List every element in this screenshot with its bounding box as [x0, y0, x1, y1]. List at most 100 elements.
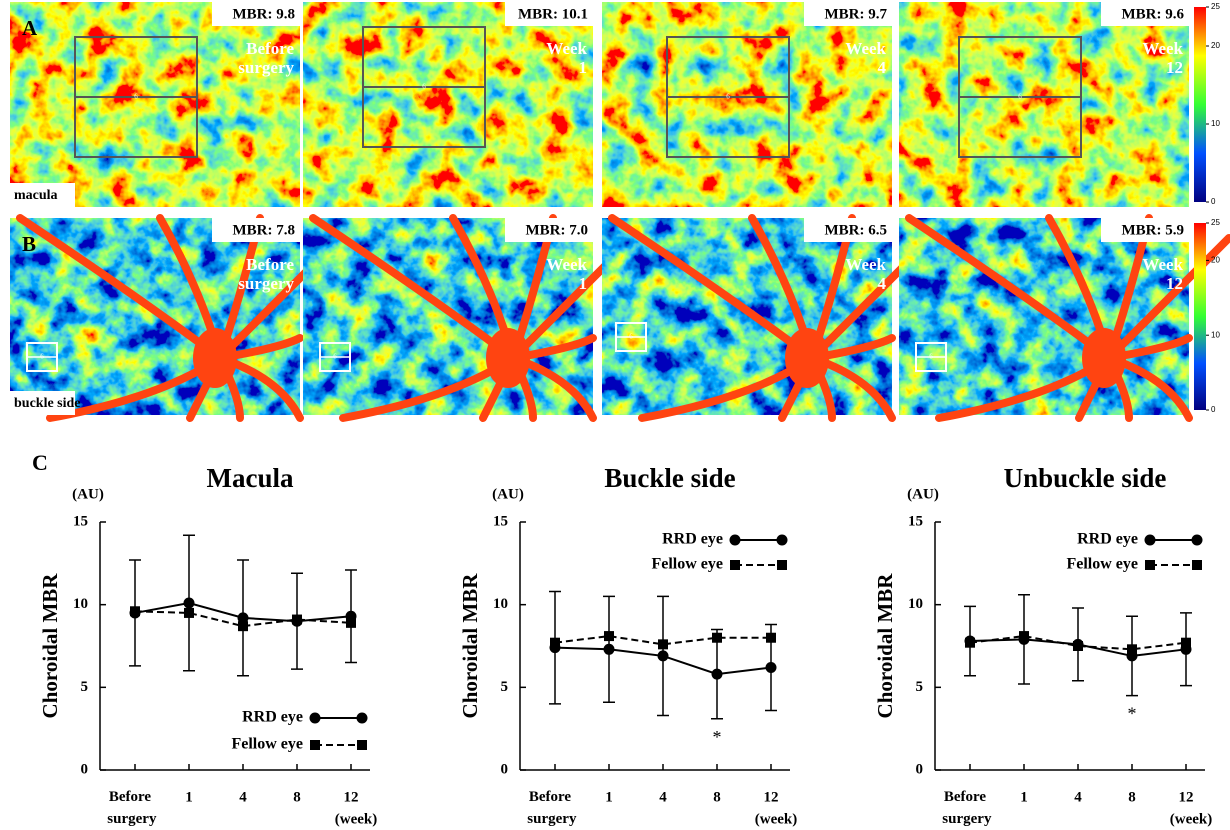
colorbar [1194, 223, 1206, 410]
x-tick-label: 12 [1179, 789, 1194, 805]
legend-marker [777, 560, 787, 570]
panel-label: A [22, 16, 38, 40]
chart-title: Buckle side [604, 463, 735, 493]
colorbar-tick-label: 10 [1211, 119, 1220, 128]
x-axis-label: (week) [755, 811, 797, 827]
mbr-label-bg [1101, 218, 1189, 242]
chart-title: Unbuckle side [1004, 463, 1167, 493]
y-tick-label: 15 [493, 513, 508, 529]
mbr-label-bg [1101, 2, 1189, 26]
mbr-label: MBR: 7.0 [526, 222, 589, 238]
panel-label: C [32, 450, 48, 475]
time-label: Week 12 [1142, 255, 1183, 293]
y-axis-label: Choroidal MBR [38, 573, 62, 719]
heatmap-image [899, 2, 1189, 207]
region-label: macula [14, 188, 58, 203]
legend-label: Fellow eye [231, 736, 303, 753]
y-unit: (AU) [72, 486, 104, 502]
mbr-label: MBR: 5.9 [1122, 222, 1185, 238]
heatmap-image [602, 2, 892, 207]
mbr-label: MBR: 7.8 [233, 222, 296, 238]
series-line [969, 635, 1187, 651]
chart-title: Macula [207, 463, 294, 493]
x-tick-label: Before surgery [104, 789, 157, 827]
roi-box [74, 96, 198, 158]
time-label: Week 4 [845, 255, 886, 293]
legend-label: Fellow eye [651, 556, 723, 573]
y-tick-label: 0 [501, 761, 509, 777]
legend-marker [1144, 534, 1156, 546]
roi-label: 6 [1018, 93, 1022, 101]
heatmap-image [10, 2, 300, 207]
colorbar-tick-label: 0 [1211, 197, 1216, 206]
roi-box [666, 96, 790, 158]
colorbar-tick-label: 10 [1211, 330, 1220, 339]
data-point [184, 607, 194, 618]
colorbar-tick-label: 20 [1211, 256, 1220, 265]
colorbar-tick-label: 0 [1211, 405, 1216, 414]
legend-label: RRD eye [242, 709, 303, 726]
time-label: Week 4 [845, 39, 886, 77]
legend-marker [776, 534, 788, 546]
x-tick-label: 8 [293, 789, 301, 805]
x-tick-label: 1 [185, 789, 193, 805]
region-label-bg [10, 391, 75, 415]
mbr-label-bg [804, 2, 892, 26]
y-tick-label: 15 [73, 513, 88, 529]
optic-disc [193, 328, 237, 388]
colorbar-tick-label: 25 [1211, 218, 1220, 227]
series-line [554, 635, 771, 646]
y-tick-label: 10 [493, 596, 508, 612]
colorbar [1194, 7, 1206, 202]
legend-marker [356, 712, 368, 724]
region-label-bg [10, 183, 75, 207]
y-tick-label: 0 [916, 761, 924, 777]
data-point [237, 612, 249, 624]
heatmap-image [303, 2, 593, 207]
roi-label: 6 [422, 83, 426, 91]
panel-label: B [22, 232, 36, 256]
data-point [130, 606, 140, 617]
mbr-label-bg [505, 2, 593, 26]
y-tick-label: 5 [81, 679, 89, 695]
legend-marker [309, 712, 321, 724]
y-tick-label: 10 [73, 596, 88, 612]
data-point [604, 631, 614, 642]
y-axis-label: Choroidal MBR [873, 573, 897, 719]
time-label: Week 1 [546, 39, 587, 77]
y-tick-label: 0 [81, 761, 89, 777]
data-point [1019, 631, 1029, 642]
optic-disc [785, 328, 829, 388]
data-point [1127, 644, 1137, 655]
roi-label: 6 [333, 353, 337, 361]
roi-box [958, 96, 1082, 158]
data-point [238, 621, 248, 632]
time-label: Before surgery [234, 39, 294, 77]
optic-disc [486, 328, 530, 388]
legend-marker [730, 560, 740, 570]
data-point [658, 639, 668, 650]
mbr-label-bg [212, 2, 300, 26]
data-point [712, 632, 722, 643]
roi-label: 6 [134, 93, 138, 101]
legend-marker [1192, 560, 1202, 570]
x-tick-label: 8 [1128, 789, 1136, 805]
y-tick-label: 5 [916, 679, 924, 695]
x-tick-label: 12 [344, 789, 359, 805]
x-tick-label: Before surgery [524, 789, 577, 827]
data-point [766, 632, 776, 643]
colorbar-tick-label: 25 [1211, 2, 1220, 11]
data-point [346, 617, 356, 628]
data-point [1181, 637, 1191, 648]
data-point [965, 637, 975, 648]
legend-marker [1145, 560, 1155, 570]
mbr-label-bg [804, 218, 892, 242]
data-point [550, 637, 560, 648]
y-unit: (AU) [907, 486, 939, 502]
data-point [603, 643, 615, 655]
x-tick-label: 1 [1020, 789, 1028, 805]
x-tick-label: 4 [239, 789, 247, 805]
significance-marker: * [1128, 704, 1137, 724]
mbr-label: MBR: 9.7 [825, 6, 888, 22]
